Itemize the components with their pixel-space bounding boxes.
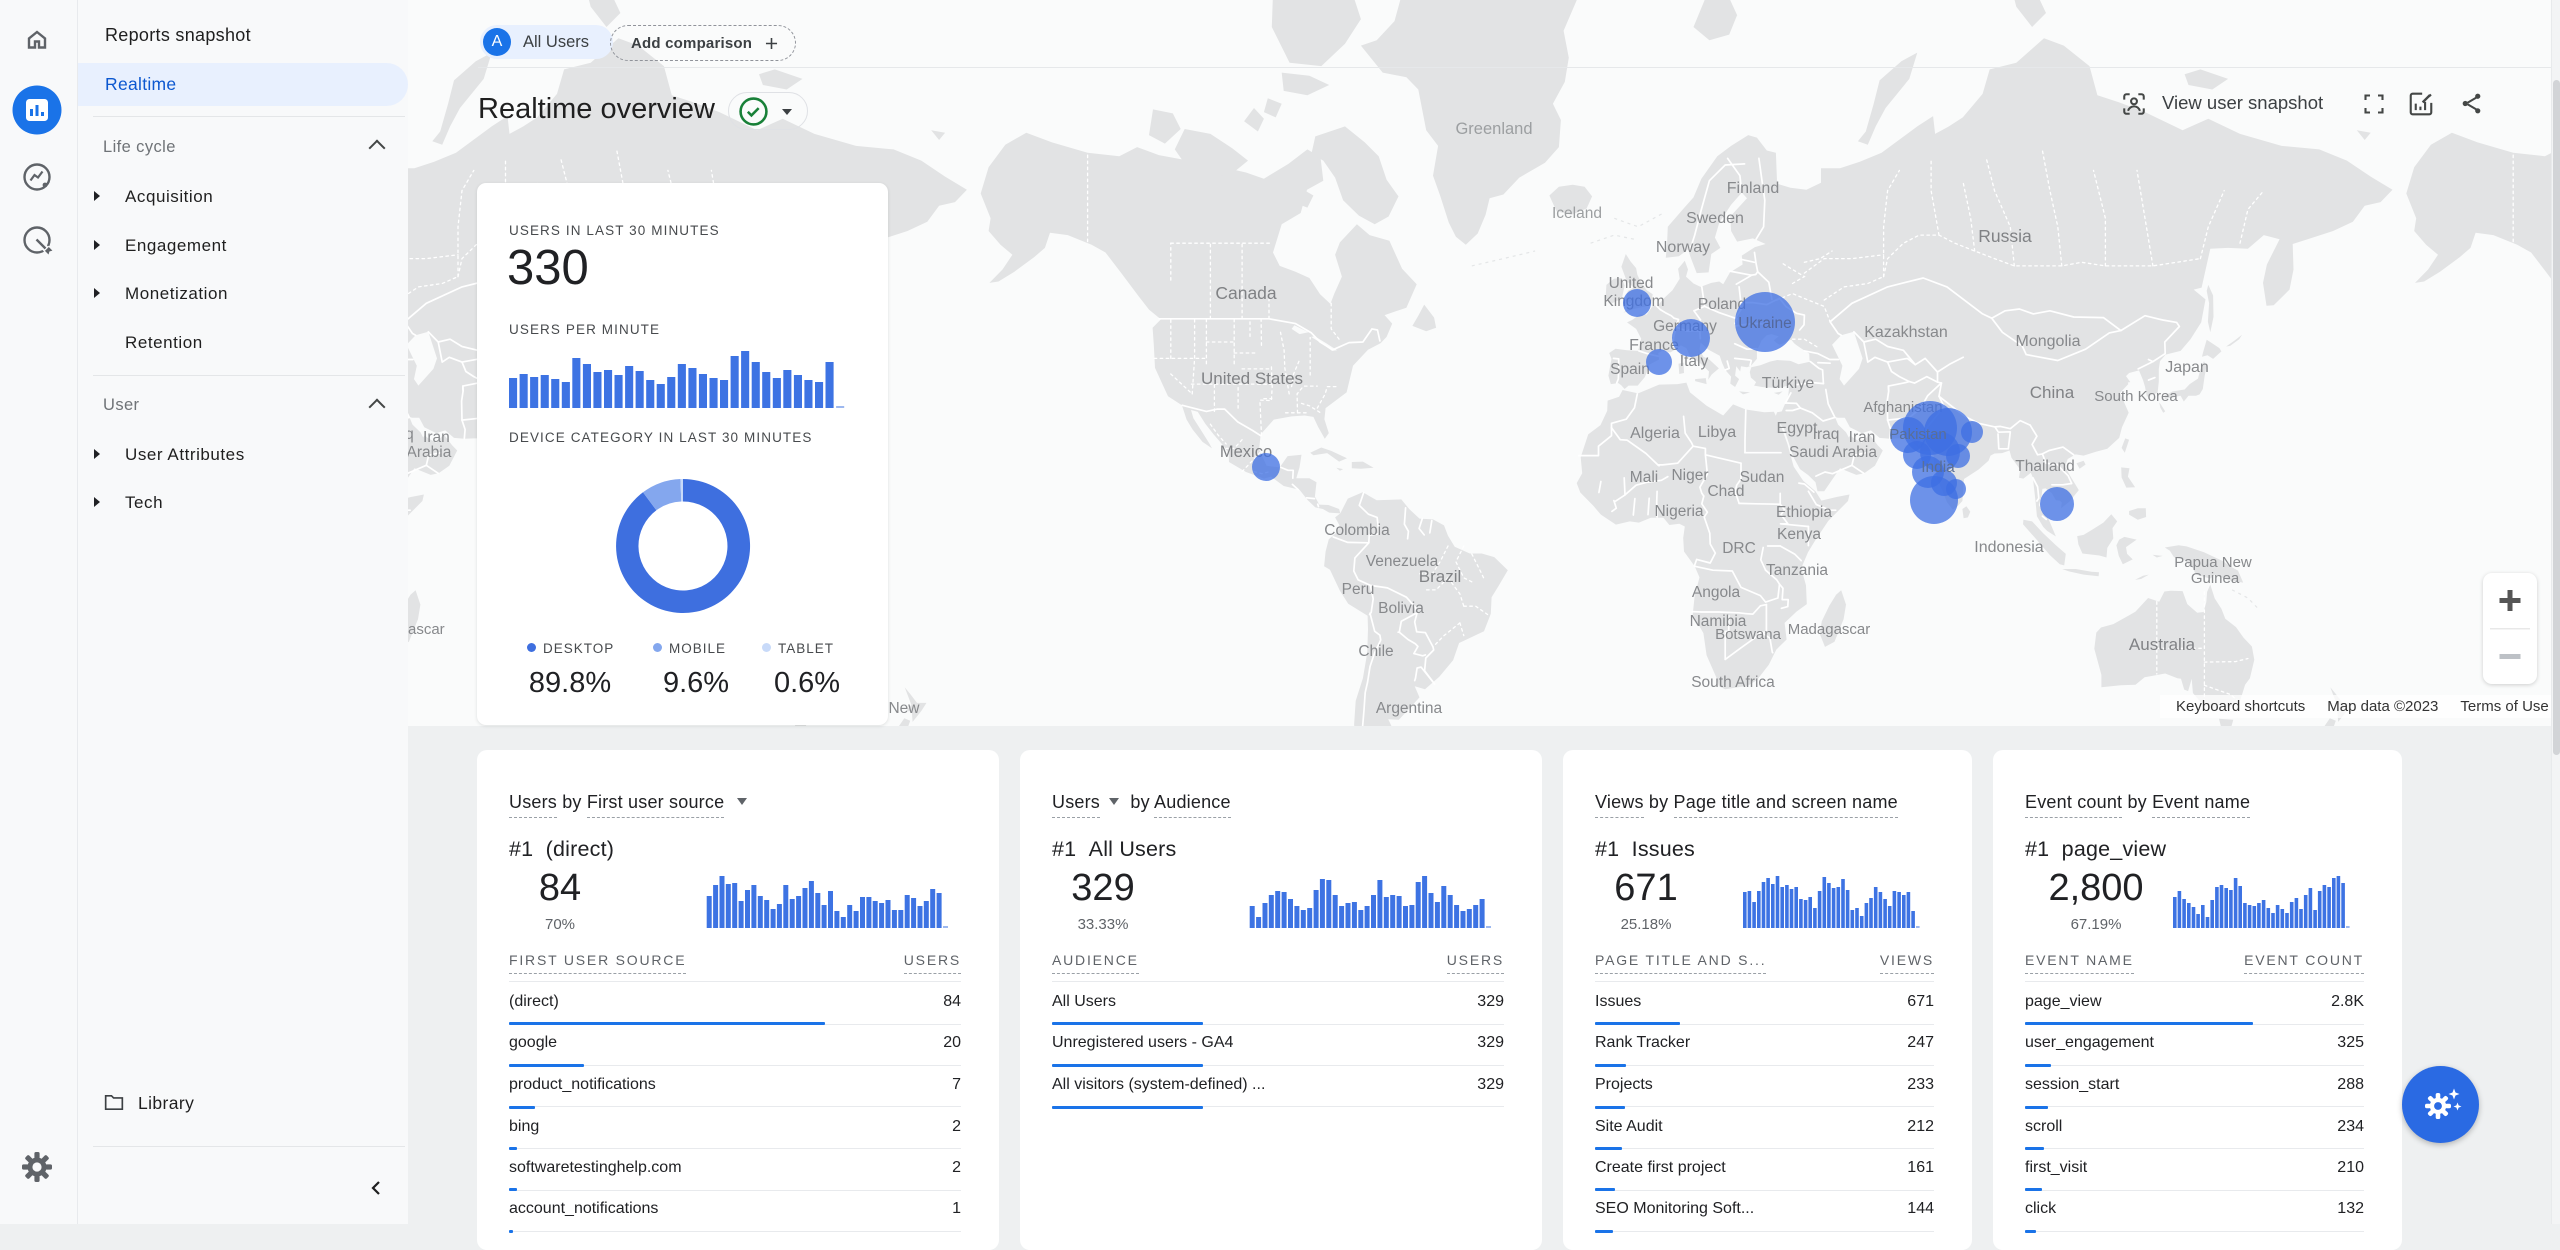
svg-text:Guinea: Guinea	[2191, 570, 2240, 587]
svg-text:Namibia: Namibia	[1690, 613, 1747, 630]
svg-text:Mongolia: Mongolia	[2016, 333, 2081, 350]
svg-text:South Korea: South Korea	[2094, 388, 2178, 405]
svg-text:Australia: Australia	[2129, 635, 2196, 654]
svg-text:Botswana: Botswana	[1715, 626, 1782, 643]
svg-text:Venezuela: Venezuela	[1366, 553, 1439, 570]
svg-text:Ethiopia: Ethiopia	[1776, 504, 1832, 521]
svg-text:Indonesia: Indonesia	[1974, 539, 2043, 556]
svg-text:Angola: Angola	[1692, 584, 1741, 601]
svg-text:Iran: Iran	[423, 429, 450, 446]
svg-text:Kenya: Kenya	[1777, 526, 1821, 543]
svg-text:China: China	[2030, 383, 2075, 402]
svg-text:Brazil: Brazil	[1419, 567, 1462, 586]
svg-text:Colombia: Colombia	[1324, 522, 1390, 539]
svg-text:Kazakhstan: Kazakhstan	[1864, 324, 1948, 341]
svg-text:Sudan: Sudan	[1740, 469, 1785, 486]
svg-text:Egypt: Egypt	[1777, 420, 1818, 437]
svg-text:Tanzania: Tanzania	[1766, 562, 1828, 579]
svg-text:Greenland: Greenland	[1455, 120, 1532, 138]
svg-text:Chile: Chile	[1358, 643, 1393, 660]
svg-text:Sweden: Sweden	[1686, 210, 1744, 227]
svg-text:India: India	[1921, 459, 1955, 476]
svg-text:Saudi Arabia: Saudi Arabia	[408, 444, 452, 461]
svg-text:Iraq: Iraq	[1813, 426, 1840, 443]
svg-text:Poland: Poland	[1698, 296, 1746, 313]
svg-text:Japan: Japan	[2165, 359, 2209, 376]
svg-text:Peru: Peru	[1342, 581, 1375, 598]
svg-text:Niger: Niger	[1671, 467, 1708, 484]
svg-text:Madagascar: Madagascar	[408, 621, 445, 638]
svg-text:Canada: Canada	[1215, 283, 1277, 303]
svg-text:Iraq: Iraq	[408, 426, 414, 443]
svg-text:Algeria: Algeria	[1630, 425, 1680, 442]
svg-text:South Africa: South Africa	[1691, 674, 1775, 691]
svg-text:Argentina: Argentina	[1376, 700, 1443, 717]
svg-text:United: United	[1609, 275, 1654, 292]
svg-text:Thailand: Thailand	[2015, 458, 2074, 475]
svg-text:Norway: Norway	[1656, 239, 1710, 256]
svg-text:Mali: Mali	[1630, 469, 1658, 486]
svg-text:Iran: Iran	[1849, 429, 1876, 446]
svg-text:Chad: Chad	[1707, 483, 1744, 500]
svg-text:Ukraine: Ukraine	[1738, 315, 1791, 332]
svg-text:Spain: Spain	[1610, 361, 1650, 378]
svg-text:United States: United States	[1201, 369, 1303, 388]
svg-text:New: New	[888, 700, 920, 717]
svg-text:Saudi Arabia: Saudi Arabia	[1789, 444, 1877, 461]
svg-text:Bolivia: Bolivia	[1378, 600, 1424, 617]
svg-text:Iceland: Iceland	[1552, 205, 1602, 222]
svg-text:Italy: Italy	[1680, 353, 1709, 370]
svg-text:Finland: Finland	[1727, 180, 1779, 197]
svg-text:France: France	[1629, 337, 1679, 354]
svg-text:Russia: Russia	[1978, 226, 2032, 246]
svg-text:Madagascar: Madagascar	[1788, 621, 1871, 638]
svg-text:Türkiye: Türkiye	[1762, 375, 1815, 392]
svg-text:Pakistan: Pakistan	[1889, 426, 1947, 443]
svg-text:Papua New: Papua New	[2174, 554, 2252, 571]
svg-text:DRC: DRC	[1722, 540, 1756, 557]
svg-text:Nigeria: Nigeria	[1654, 503, 1703, 520]
svg-text:Libya: Libya	[1698, 424, 1736, 441]
